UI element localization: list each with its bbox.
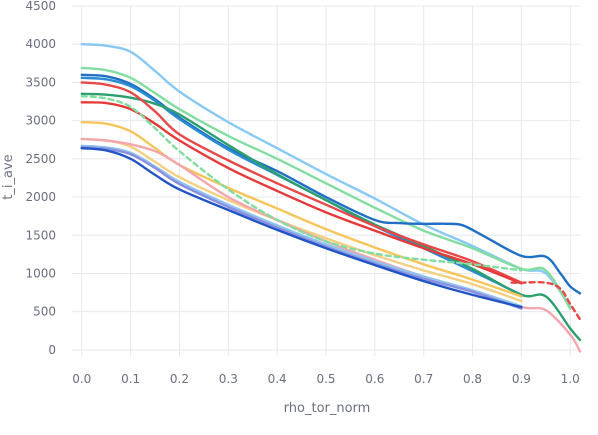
y-tick-label: 4500 — [25, 0, 56, 13]
x-tick-label: 0.1 — [121, 372, 140, 386]
series-line-3 — [80, 73, 582, 295]
y-tick-label: 500 — [33, 305, 56, 319]
y-tick-label: 2500 — [25, 152, 56, 166]
y-axis-title: t_i_ave — [1, 154, 16, 199]
series-line-15 — [510, 280, 582, 321]
y-tick-label: 3000 — [25, 114, 56, 128]
y-tick-labels: 0 500 1000 1500 2000 2500 3000 3500 4000 4500 — [25, 0, 56, 357]
series-line-6 — [80, 81, 523, 284]
x-tick-labels: 0.0 0.1 0.2 0.3 0.4 0.5 0.6 0.7 0.8 0.9 1.0 — [72, 372, 580, 386]
x-tick-label: 0.4 — [268, 372, 287, 386]
x-tick-label: 0.9 — [512, 372, 531, 386]
y-tick-label: 2000 — [25, 190, 56, 204]
y-tick-label: 4000 — [25, 37, 56, 51]
series-line-11 — [80, 144, 523, 308]
series-layer — [80, 43, 582, 353]
x-tick-label: 0.0 — [72, 372, 91, 386]
y-tick-label: 0 — [48, 343, 56, 357]
x-tick-label: 0.7 — [414, 372, 433, 386]
series-line-7 — [80, 101, 523, 285]
y-tick-label: 1000 — [25, 266, 56, 280]
series-line-14 — [80, 94, 523, 272]
y-tick-label: 3500 — [25, 75, 56, 89]
x-tick-label: 1.0 — [561, 372, 580, 386]
x-tick-label: 0.8 — [463, 372, 482, 386]
series-line-2 — [80, 66, 572, 310]
x-tick-label: 0.5 — [316, 372, 335, 386]
series-line-8 — [80, 120, 523, 298]
x-tick-label: 0.6 — [365, 372, 384, 386]
x-tick-label: 0.2 — [170, 372, 189, 386]
series-line-12 — [80, 146, 523, 310]
series-line-5 — [80, 92, 582, 342]
series-line-13 — [80, 146, 523, 309]
y-tick-label: 1500 — [25, 228, 56, 242]
x-tick-label: 0.3 — [219, 372, 238, 386]
x-axis-title: rho_tor_norm — [284, 401, 371, 416]
